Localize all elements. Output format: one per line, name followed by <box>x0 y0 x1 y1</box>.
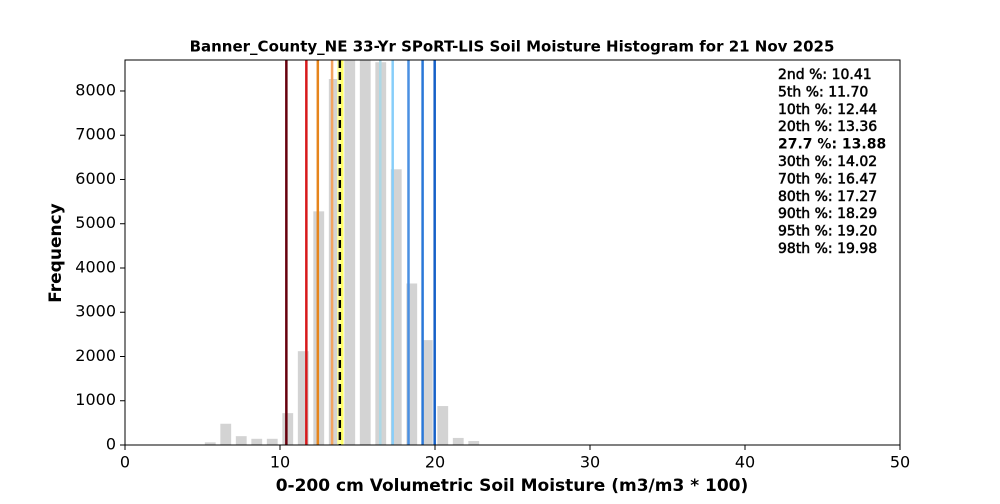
chart-title: Banner_County_NE 33-Yr SPoRT-LIS Soil Mo… <box>190 38 835 56</box>
percentile-label: 27.7 %: 13.88 <box>778 137 886 153</box>
histogram-bar <box>437 406 449 445</box>
x-tick-label: 40 <box>735 453 755 472</box>
histogram-bar <box>204 442 216 445</box>
histogram-bar <box>297 351 309 445</box>
percentile-label: 90th %: 18.29 <box>778 206 877 222</box>
x-tick-label: 10 <box>270 453 290 472</box>
y-tick-label: 0 <box>106 435 116 454</box>
y-tick-label: 8000 <box>75 80 116 99</box>
percentile-label: 95th %: 19.20 <box>778 224 877 240</box>
y-tick-label: 1000 <box>75 390 116 409</box>
histogram-bar <box>421 340 433 445</box>
histogram-bar <box>468 441 480 445</box>
y-tick-label: 2000 <box>75 346 116 365</box>
y-tick-label: 5000 <box>75 213 116 232</box>
histogram-bar <box>282 413 294 445</box>
histogram-bar <box>328 79 340 445</box>
y-axis-label: Frequency <box>46 203 66 303</box>
histogram-bar <box>452 437 464 445</box>
percentile-label: 5th %: 11.70 <box>778 84 868 100</box>
histogram-bar <box>220 423 232 445</box>
y-tick-label: 4000 <box>75 257 116 276</box>
plot-area <box>204 60 480 445</box>
histogram-bar <box>266 438 278 445</box>
histogram-bar <box>359 60 371 445</box>
percentile-label: 20th %: 13.36 <box>778 119 877 135</box>
x-tick-label: 0 <box>120 453 130 472</box>
percentile-label: 70th %: 16.47 <box>778 171 877 187</box>
x-axis-label: 0-200 cm Volumetric Soil Moisture (m3/m3… <box>276 476 749 496</box>
percentile-label: 2nd %: 10.41 <box>778 67 872 83</box>
histogram-bar <box>406 283 418 445</box>
axes-frame <box>124 59 901 446</box>
histogram-bar <box>251 438 263 445</box>
y-tick-label: 3000 <box>75 302 116 321</box>
histogram-bar <box>390 169 402 445</box>
x-tick-label: 20 <box>425 453 445 472</box>
percentile-label: 80th %: 17.27 <box>778 189 877 205</box>
x-tick-label: 50 <box>890 453 910 472</box>
x-tick-label: 30 <box>580 453 600 472</box>
percentile-label: 30th %: 14.02 <box>778 154 877 170</box>
percentile-label: 10th %: 12.44 <box>778 102 877 118</box>
histogram-bar <box>235 436 247 445</box>
histogram-bar <box>344 60 356 445</box>
y-tick-label: 6000 <box>75 169 116 188</box>
percentile-label: 98th %: 19.98 <box>778 241 877 257</box>
y-tick-label: 7000 <box>75 125 116 144</box>
